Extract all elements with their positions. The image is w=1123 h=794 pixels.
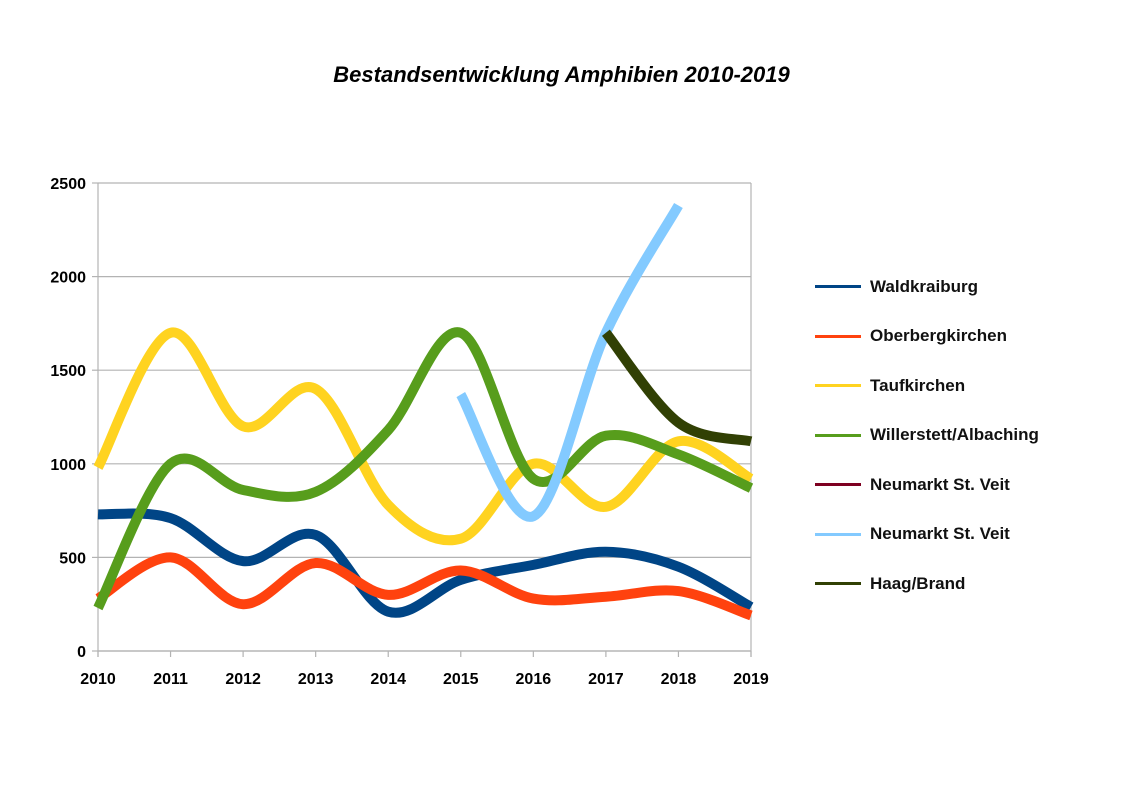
legend-label: Oberbergkirchen [870, 326, 1007, 346]
legend-item: Taufkirchen [815, 361, 1039, 411]
legend-item: Neumarkt St. Veit [815, 460, 1039, 510]
y-tick-label: 2500 [50, 176, 86, 193]
legend-label: Willerstett/Albaching [870, 425, 1039, 445]
series-line-3 [93, 327, 754, 611]
axes: 0 500 1000 1500 2000 2500 2010 2011 2012 2013 2014… [50, 176, 768, 688]
legend-swatch [815, 483, 861, 487]
x-tick-label: 2014 [370, 671, 406, 688]
series-line-2 [93, 327, 754, 546]
legend-label: Neumarkt St. Veit [870, 524, 1010, 544]
x-tick-label: 2018 [661, 671, 697, 688]
y-tick-label: 1500 [50, 363, 86, 380]
x-tick-label: 2019 [733, 671, 769, 688]
y-tick-label: 0 [77, 644, 86, 661]
y-tick-label: 500 [59, 550, 86, 567]
legend-swatch [815, 433, 861, 437]
legend-swatch [815, 334, 861, 338]
legend-item: Oberbergkirchen [815, 312, 1039, 362]
series-lines [93, 202, 754, 621]
legend-item: Waldkraiburg [815, 262, 1039, 312]
legend-swatch [815, 582, 861, 586]
series-line-1 [95, 552, 753, 621]
legend-label: Neumarkt St. Veit [870, 474, 1010, 494]
chart-title: Bestandsentwicklung Amphibien 2010-2019 [333, 62, 790, 87]
y-tick-label: 2000 [50, 270, 86, 287]
legend: Waldkraiburg Oberbergkirchen Taufkirchen Wi… [815, 262, 1039, 609]
series-line-5 [456, 202, 683, 522]
x-tick-label: 2013 [298, 671, 334, 688]
x-tick-label: 2016 [516, 671, 552, 688]
legend-label: Waldkraiburg [870, 276, 978, 296]
y-tick-label: 1000 [50, 457, 86, 474]
x-tick-label: 2015 [443, 671, 479, 688]
x-tick-label: 2012 [225, 671, 261, 688]
series-line-6 [601, 329, 753, 447]
legend-item: Haag/Brand [815, 559, 1039, 609]
legend-item: Neumarkt St. Veit [815, 510, 1039, 560]
legend-item: Willerstett/Albaching [815, 411, 1039, 461]
series-line-0 [97, 508, 754, 618]
x-tick-label: 2010 [80, 671, 116, 688]
legend-label: Haag/Brand [870, 573, 966, 593]
x-tick-label: 2011 [153, 671, 188, 688]
x-tick-label: 2017 [588, 671, 624, 688]
legend-swatch [815, 532, 861, 536]
legend-label: Taufkirchen [870, 375, 966, 395]
legend-swatch [815, 384, 861, 388]
legend-swatch [815, 285, 861, 289]
